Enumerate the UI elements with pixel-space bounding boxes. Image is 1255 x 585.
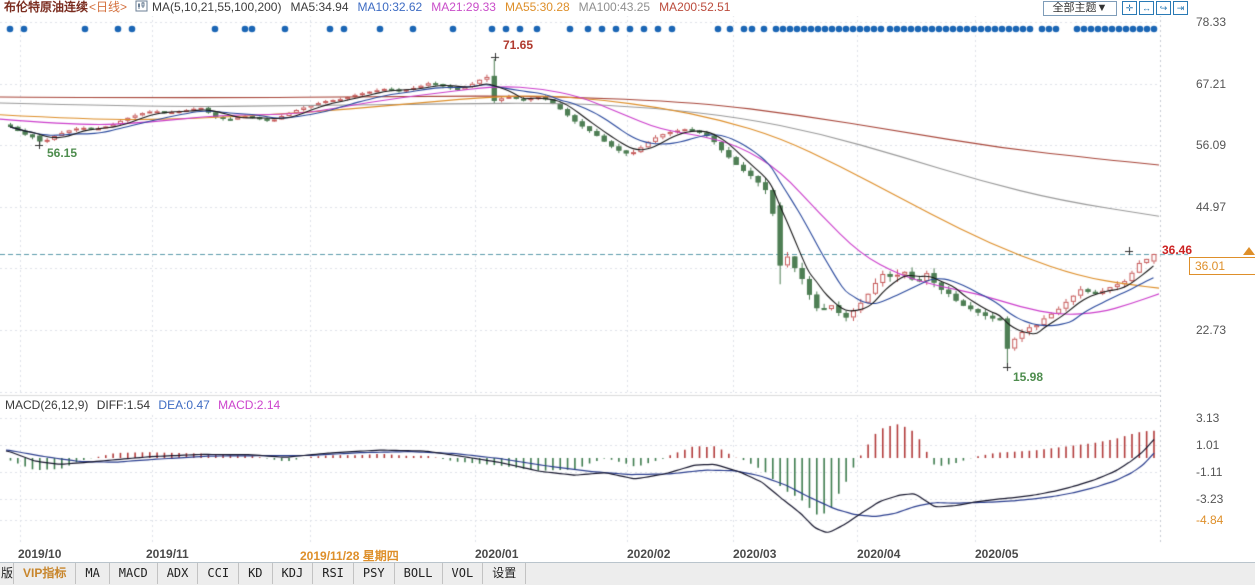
- macd-value-label: MACD:2.14: [218, 398, 281, 412]
- crosshair-icon[interactable]: ✛: [1122, 1, 1137, 15]
- tab-rsi[interactable]: RSI: [313, 563, 354, 584]
- latest-view-icon[interactable]: ↪: [1156, 1, 1171, 15]
- time-axis: 2019/10 2019/11 2019/11/28 星期四 2020/01 2020/…: [0, 545, 1255, 563]
- tab-boll[interactable]: BOLL: [394, 563, 443, 584]
- tab-psy[interactable]: PSY: [353, 563, 395, 584]
- time-axis-label: 2020/03: [733, 547, 777, 561]
- fit-range-icon[interactable]: ↔: [1139, 1, 1154, 15]
- ma-legend: MA5:34.94 MA10:32.62 MA21:29.33 MA55:30.28 M…: [281, 0, 730, 14]
- tab-settings[interactable]: 设置: [483, 563, 527, 584]
- tab-ma[interactable]: MA: [76, 563, 110, 584]
- period-label[interactable]: <日线>: [89, 0, 128, 14]
- time-axis-label: 2019/11: [146, 547, 189, 561]
- candlestick-chart-icon[interactable]: [135, 0, 148, 16]
- ma-params-label: MA(5,10,21,55,100,200): [152, 0, 282, 14]
- time-axis-label: 2019/10: [18, 547, 62, 561]
- time-axis-label: 2020/05: [975, 547, 1019, 561]
- time-axis-label: 2020/02: [627, 547, 671, 561]
- dea-value-label: DEA:0.47: [158, 398, 210, 412]
- diff-value-label: DIFF:1.54: [96, 398, 151, 412]
- instrument-title[interactable]: 布伦特原油连续: [4, 0, 89, 14]
- quote-arrow-icon: [1243, 247, 1255, 255]
- tab-macd[interactable]: MACD: [109, 563, 158, 584]
- macd-header: MACD(26,12,9) DIFF:1.54 DEA:0.47 MACD:2.…: [0, 397, 1160, 413]
- time-axis-label: 2020/01: [475, 547, 519, 561]
- current-quote-box: 36.01: [1189, 257, 1255, 275]
- tab-vip-indicators[interactable]: VIP指标: [14, 563, 77, 584]
- ma-legend-ma10: MA10:32.62: [357, 0, 423, 14]
- ma-legend-ma200: MA200:52.51: [659, 0, 731, 14]
- indicator-toolbar: 版 VIP指标 MA MACD ADX CCI KD KDJ RSI PSY BOLL VOL 设置: [0, 562, 1255, 585]
- tab-adx[interactable]: ADX: [157, 563, 199, 584]
- window-toolbar-icons: ✛ ↔ ↪ ⇥: [1122, 1, 1190, 15]
- ma-legend-ma100: MA100:43.25: [578, 0, 651, 14]
- ma-legend-ma21: MA21:29.33: [431, 0, 496, 14]
- theme-dropdown[interactable]: 全部主题▼: [1043, 1, 1117, 16]
- tab-kdj[interactable]: KDJ: [272, 563, 314, 584]
- tab-template[interactable]: 版: [0, 563, 14, 584]
- tab-kd[interactable]: KD: [239, 563, 273, 584]
- ma-legend-ma5: MA5:34.94: [290, 0, 349, 14]
- ma-legend-ma55: MA55:30.28: [504, 0, 570, 14]
- time-axis-label: 2020/04: [857, 547, 901, 561]
- tab-cci[interactable]: CCI: [198, 563, 240, 584]
- chart-header: 布伦特原油连续<日线> MA(5,10,21,55,100,200) MA5:34.…: [0, 0, 1255, 16]
- pan-right-icon[interactable]: ⇥: [1173, 1, 1188, 15]
- tab-vol[interactable]: VOL: [442, 563, 484, 584]
- macd-params-label: MACD(26,12,9): [5, 398, 89, 412]
